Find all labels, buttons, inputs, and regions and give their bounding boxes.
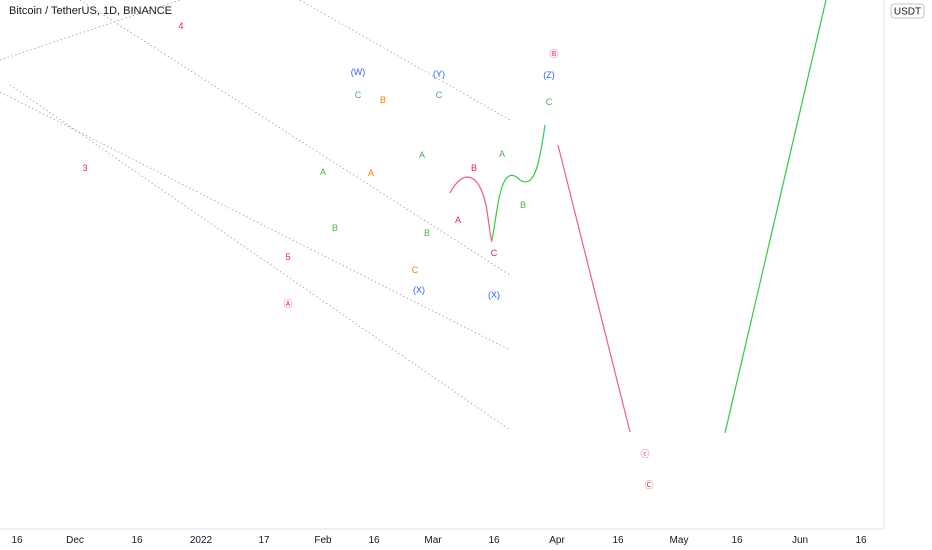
- wave-label: (X): [488, 290, 500, 300]
- wave-label: C: [412, 265, 419, 275]
- wave-label: C: [436, 90, 443, 100]
- projection-down-short: [449, 176, 493, 243]
- time-tick-label: 16: [368, 535, 380, 546]
- projection-up-short: [491, 124, 546, 241]
- time-tick-label: 2022: [190, 535, 213, 546]
- channel-line: [9, 84, 511, 431]
- time-tick-label: 17: [258, 535, 270, 546]
- wave-label: A: [368, 168, 374, 178]
- wave-label: A: [499, 149, 505, 159]
- time-axis-bg: [0, 529, 932, 550]
- time-tick-label: 16: [731, 535, 743, 546]
- wave-label: A: [455, 215, 461, 225]
- wave-label: 5: [285, 252, 290, 262]
- wave-label: 3: [82, 163, 87, 173]
- wave-label: 4: [178, 21, 183, 31]
- time-tick-label: Dec: [66, 535, 84, 546]
- time-tick-label: May: [670, 535, 689, 546]
- time-tick-label: 16: [612, 535, 624, 546]
- wave-label: B: [520, 200, 526, 210]
- time-tick-label: 16: [11, 535, 23, 546]
- wave-label: (Y): [433, 69, 445, 79]
- projection-paths: [449, 0, 827, 434]
- price-axis-bg: [884, 0, 932, 550]
- projection-up-long: [724, 0, 827, 434]
- channel-line: [79, 0, 511, 276]
- trend-channels: [0, 0, 511, 431]
- wave-label: B: [380, 95, 386, 105]
- wave-label: C: [355, 90, 362, 100]
- wave-label: (W): [351, 67, 366, 77]
- currency-label: USDT: [894, 7, 921, 18]
- wave-label: C: [546, 97, 553, 107]
- channel-line: [0, 0, 181, 61]
- time-tick-label: Apr: [549, 535, 565, 546]
- time-axis: 16 Dec 16 2022 17 Feb 16 Mar 16 Apr 16 May 16 Jun 16: [0, 528, 932, 550]
- wave-label: B: [332, 223, 338, 233]
- wave-label: C: [491, 248, 498, 258]
- time-tick-label: Mar: [424, 535, 442, 546]
- time-tick-label: Jun: [792, 535, 808, 546]
- wave-label: ⓒ: [640, 449, 649, 459]
- projection-down-long: [557, 144, 631, 433]
- wave-label: B: [471, 163, 477, 173]
- time-tick-label: 16: [855, 535, 867, 546]
- currency-badge: USDT: [890, 3, 925, 19]
- time-tick-label: 16: [131, 535, 143, 546]
- wave-label: Ⓑ: [549, 49, 558, 59]
- wave-label: A: [419, 150, 425, 160]
- channel-line: [299, 0, 511, 121]
- price-axis: 52000.0048000.0044000.0042000.0040000.00…: [883, 0, 932, 550]
- chart-title: Bitcoin / TetherUS, 1D, BINANCE: [6, 5, 176, 17]
- channel-line: [0, 91, 511, 351]
- time-tick-label: 16: [488, 535, 500, 546]
- time-tick-label: Feb: [314, 535, 332, 546]
- currency-badge-frame: [890, 3, 925, 19]
- wave-labels: 3 4 5 Ⓐ (W) (X) (Y) (X) (Z) Ⓑ A B C A B C A B C A B C A B Cⓒ Ⓒ: [82, 21, 653, 490]
- wave-label: A: [320, 167, 326, 177]
- wave-label: Ⓒ: [644, 480, 653, 490]
- wave-label: B: [424, 228, 430, 238]
- wave-label: Ⓐ: [283, 299, 292, 309]
- wave-label: (Z): [543, 70, 555, 80]
- wave-label: (X): [413, 285, 425, 295]
